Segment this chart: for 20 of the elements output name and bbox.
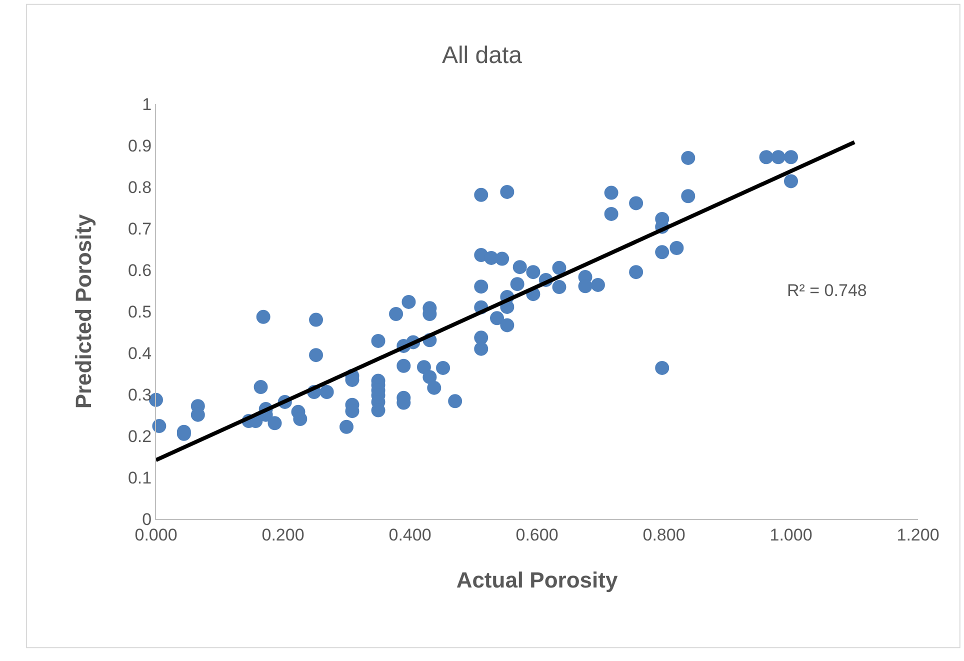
annotation: R² = 0.748 bbox=[787, 281, 867, 300]
x-tick-label: 1.200 bbox=[896, 525, 940, 544]
y-tick-label: 0.2 bbox=[128, 426, 152, 446]
y-tick-label: 0.9 bbox=[128, 136, 152, 156]
y-tick-label: 0.5 bbox=[128, 302, 152, 322]
x-tick-label: 0.800 bbox=[642, 525, 686, 544]
y-tick-label: 0.1 bbox=[128, 468, 152, 488]
x-tick-label: 1.000 bbox=[770, 525, 812, 544]
y-tick-label: 0.7 bbox=[128, 219, 152, 238]
x-tick-label: 0.400 bbox=[388, 525, 432, 544]
x-axis-title: Actual Porosity bbox=[456, 567, 618, 592]
y-tick-label: 1 bbox=[142, 94, 152, 114]
chart-title: All data bbox=[442, 42, 523, 70]
y-tick-label: 0.3 bbox=[128, 385, 152, 404]
y-tick-label: 0.8 bbox=[128, 178, 152, 197]
x-tick-label: 0.200 bbox=[262, 525, 304, 544]
y-tick-label: 0.6 bbox=[128, 260, 152, 280]
y-axis-title: Predicted Porosity bbox=[70, 214, 96, 409]
y-tick-label: 0.4 bbox=[128, 344, 152, 363]
x-tick-label: 0.600 bbox=[516, 525, 558, 544]
